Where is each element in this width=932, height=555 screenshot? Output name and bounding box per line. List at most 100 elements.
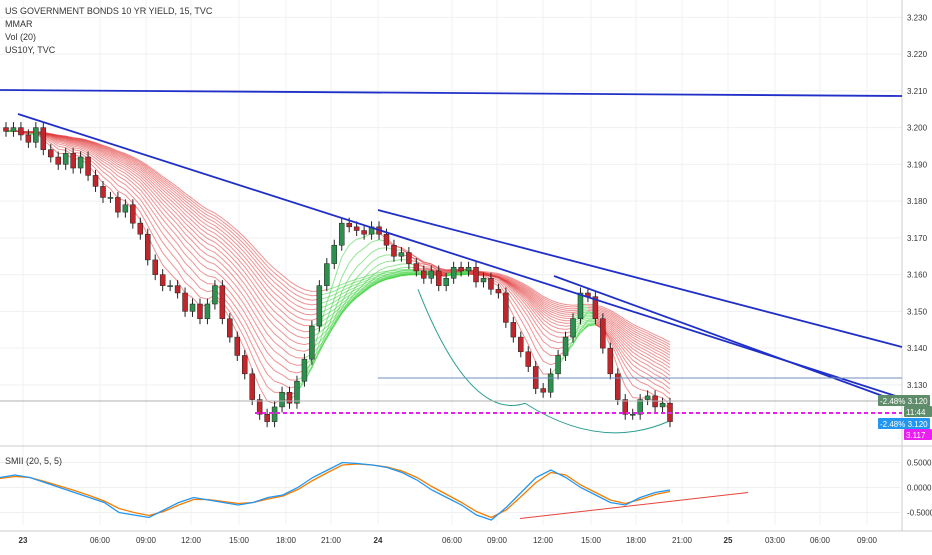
ma-ribbon-line (379, 262, 386, 265)
candle-body (526, 352, 531, 367)
time-tick-label: 06:00 (90, 536, 111, 545)
ma-ribbon-line (207, 226, 214, 230)
ma-ribbon-line (170, 203, 177, 210)
candle-body (18, 128, 23, 135)
ma-ribbon-line (237, 241, 244, 249)
candle-body (317, 286, 322, 326)
ma-ribbon-line (170, 207, 177, 214)
ma-ribbon-line (640, 361, 647, 365)
ma-ribbon-line (215, 277, 222, 283)
ma-ribbon-line (655, 362, 662, 366)
ma-ribbon-line (215, 271, 222, 277)
ma-ribbon-line (297, 300, 304, 303)
candle-body (145, 234, 150, 260)
candle-body (108, 197, 113, 198)
ma-ribbon-line (245, 329, 252, 345)
ma-ribbon-line (267, 318, 274, 327)
candle-body (600, 319, 605, 348)
candle-body (205, 304, 210, 319)
ma-ribbon-line (304, 294, 311, 296)
ma-ribbon-line (364, 262, 371, 270)
candle-body (518, 337, 523, 352)
study-mmar-label[interactable]: MMAR (5, 18, 212, 31)
candle-body (556, 355, 561, 373)
ma-ribbon-line (215, 247, 222, 253)
ma-ribbon-line (148, 204, 155, 215)
candle-body (630, 414, 635, 415)
candle-body (660, 403, 665, 407)
candle-body (339, 223, 344, 245)
ma-ribbon-line (640, 357, 647, 361)
candle-body (26, 135, 31, 142)
indicator-legend[interactable]: SMII (20, 5, 5) (5, 456, 62, 466)
ma-ribbon-line (566, 306, 573, 307)
candle-body (459, 267, 464, 271)
ma-ribbon-line (566, 305, 573, 306)
ma-ribbon-line (357, 260, 364, 267)
candle-body (71, 153, 76, 168)
ma-ribbon-line (290, 281, 297, 286)
ma-ribbon-line (245, 245, 252, 253)
ma-ribbon-line (155, 204, 162, 214)
candle-body (362, 231, 367, 235)
ma-ribbon-line (655, 390, 662, 393)
candle-body (302, 359, 307, 381)
ma-ribbon-line (267, 363, 274, 371)
ma-ribbon-line (558, 309, 565, 311)
ma-ribbon-line (401, 274, 408, 275)
ma-ribbon-line (133, 179, 140, 185)
ma-ribbon-line (379, 248, 386, 249)
ma-ribbon-line (245, 249, 252, 258)
candle-body (123, 205, 128, 212)
ma-ribbon-line (207, 234, 214, 238)
study-vol-label[interactable]: Vol (20) (5, 31, 212, 44)
ma-ribbon-line (207, 222, 214, 226)
ma-ribbon-line (357, 248, 364, 254)
ma-ribbon-line (357, 270, 364, 278)
ma-ribbon-line (625, 356, 632, 365)
ma-ribbon-line (558, 307, 565, 309)
time-tick-label: 06:00 (810, 536, 831, 545)
study-us10y-label[interactable]: US10Y, TVC (5, 44, 212, 57)
time-tick-label: 03:00 (765, 536, 786, 545)
ma-ribbon-line (655, 366, 662, 370)
ma-ribbon-line (260, 262, 267, 271)
ma-ribbon-line (237, 249, 244, 257)
ma-ribbon-line (222, 224, 229, 230)
candle-body (332, 245, 337, 263)
time-tick-label: 15:00 (581, 536, 602, 545)
ma-ribbon-line (222, 218, 229, 224)
ma-ribbon-line (275, 293, 282, 299)
ma-ribbon-line (536, 318, 543, 328)
price-tick-label: 3.220 (907, 50, 928, 59)
candle-body (324, 264, 329, 286)
ma-ribbon-line (103, 177, 110, 183)
symbol-title[interactable]: US GOVERNMENT BONDS 10 YR YIELD, 15, TVC (5, 5, 212, 18)
candle-body (645, 396, 650, 400)
ma-ribbon-line (342, 245, 349, 257)
ma-ribbon-line (58, 146, 65, 148)
ma-ribbon-line (200, 205, 207, 210)
ma-ribbon-line (222, 228, 229, 234)
ma-ribbon-line (215, 213, 222, 218)
candle-body (153, 260, 158, 275)
candle-body (130, 205, 135, 223)
ma-ribbon-line (252, 253, 259, 262)
ma-ribbon-line (528, 317, 535, 330)
ma-ribbon-line (297, 329, 304, 331)
ma-ribbon-line (386, 266, 393, 267)
time-tick-label: 12:00 (181, 536, 202, 545)
ma-ribbon-line (304, 299, 311, 300)
ma-ribbon-line (200, 271, 207, 276)
ma-ribbon-line (379, 267, 386, 270)
ma-ribbon-line (625, 348, 632, 356)
ma-ribbon-line (625, 386, 632, 397)
ma-ribbon-line (118, 185, 125, 189)
candle-body (33, 128, 38, 143)
candle-body (190, 304, 195, 311)
ma-ribbon-line (118, 191, 125, 195)
ma-ribbon-line (110, 169, 117, 176)
ma-ribbon-line (163, 234, 170, 243)
ma-ribbon-line (290, 312, 297, 317)
